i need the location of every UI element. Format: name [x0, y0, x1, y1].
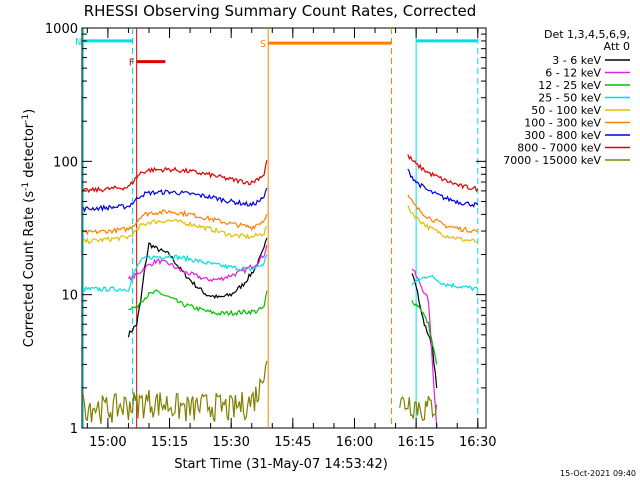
x-tick-label: 16:30: [459, 435, 496, 450]
y-tick-label: 1: [70, 422, 78, 437]
legend-label: 12 - 25 keV: [538, 79, 601, 92]
y-axis-label: Corrected Count Rate (s-1 detector-1): [21, 109, 37, 347]
series-line: [82, 205, 479, 245]
x-tick-label: 15:30: [212, 435, 249, 450]
y-tick-label: 1000: [45, 22, 78, 37]
footer-date: 15-Oct-2021 09:40: [560, 469, 636, 478]
y-tick-label: 10: [61, 289, 78, 304]
flags-layer: N F S: [75, 28, 479, 428]
flag-label: F: [129, 58, 135, 69]
series-line: [82, 360, 438, 424]
legend-label: 50 - 100 keV: [531, 104, 601, 117]
series-line: [82, 154, 479, 194]
series-line: [82, 168, 479, 213]
legend-label: 3 - 6 keV: [552, 54, 601, 67]
flag-label: N: [75, 37, 81, 48]
legend-header: Att 0: [604, 40, 630, 53]
legend-header: Det 1,3,4,5,6,9,: [544, 28, 630, 41]
x-tick-label: 15:45: [274, 435, 311, 450]
legend-label: 7000 - 15000 keV: [503, 154, 601, 167]
y-tick-label: 100: [53, 155, 78, 170]
x-tick-label: 16:15: [397, 435, 434, 450]
series-line: [127, 237, 438, 388]
legend-label: 300 - 800 keV: [524, 129, 601, 142]
plot-frame: [81, 27, 487, 429]
x-tick-label: 15:00: [89, 435, 126, 450]
x-tick-label: 15:15: [151, 435, 188, 450]
series-line: [128, 289, 438, 365]
series-line: [82, 194, 478, 236]
chart-title: RHESSI Observing Summary Count Rates, Co…: [84, 2, 477, 20]
y-axis: 1 10 100 1000: [45, 22, 486, 437]
series-line: [82, 254, 479, 293]
series-line: [127, 244, 438, 429]
flag-label: S: [260, 39, 266, 50]
x-tick-label: 16:00: [336, 435, 373, 450]
legend-label: 800 - 7000 keV: [517, 142, 601, 155]
x-axis: 15:00 15:15 15:30 15:45 16:00 16:15 16:30: [86, 28, 497, 450]
x-axis-label: Start Time (31-May-07 14:53:42): [174, 457, 388, 472]
legend-label: 6 - 12 keV: [545, 67, 601, 80]
series-layer: [82, 154, 479, 429]
legend-label: 25 - 50 keV: [538, 92, 601, 105]
legend-label: 100 - 300 keV: [524, 117, 601, 130]
